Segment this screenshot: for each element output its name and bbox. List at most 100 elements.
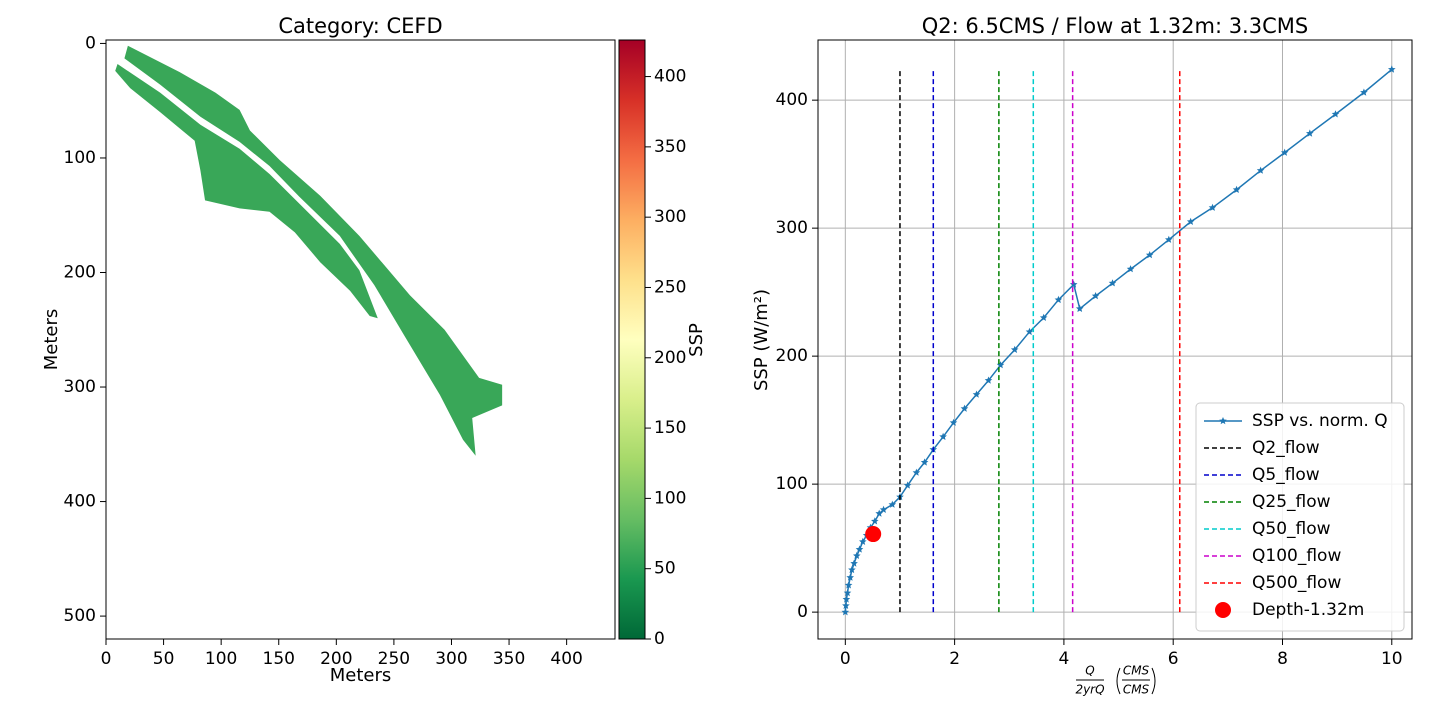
point [853, 551, 861, 559]
point [843, 588, 852, 597]
y-tick-label: 300 [64, 377, 96, 397]
y-axis-label: Meters [41, 309, 62, 371]
point [1069, 280, 1078, 288]
y-axis-label: SSP (W/m²) [751, 289, 772, 391]
point [912, 468, 921, 476]
legend-label: Q25_flow [1252, 492, 1331, 512]
y-tick-label: 100 [64, 148, 96, 168]
x-label-unit-denominator: CMS [1123, 683, 1150, 697]
paren [1151, 667, 1156, 695]
point [1360, 88, 1368, 96]
y-tick-label: 200 [776, 346, 808, 366]
x-tick-label: 4 [1058, 649, 1069, 669]
x-tick-label: 200 [320, 649, 352, 669]
point [1306, 129, 1314, 137]
y-tick-label: 0 [85, 33, 96, 53]
chart-title: Q2: 6.5CMS / Flow at 1.32m: 3.3CMS [922, 14, 1308, 38]
region [115, 64, 378, 319]
x-tick-label: 300 [435, 649, 467, 669]
colorbar-label: SSP [686, 323, 707, 357]
point [1126, 265, 1135, 273]
point [855, 545, 864, 553]
colorbar-tick-label: 100 [654, 488, 686, 508]
y-tick-label: 0 [797, 602, 808, 622]
point [1232, 185, 1241, 193]
point [1039, 313, 1048, 321]
point [920, 458, 929, 466]
point [960, 404, 969, 412]
point [875, 509, 883, 517]
legend-swatch [1215, 602, 1231, 618]
point [848, 565, 856, 574]
point [1388, 65, 1396, 73]
plot-frame [817, 39, 1413, 640]
y-tick-label: 300 [776, 218, 808, 238]
colorbar-tick-label: 300 [654, 207, 686, 227]
x-tick-label: 50 [153, 649, 175, 669]
chart-title: Category: CEFD [278, 14, 442, 38]
point [846, 573, 854, 581]
legend-label: Q100_flow [1252, 546, 1341, 566]
y-tick-label: 100 [776, 474, 808, 494]
point [888, 500, 897, 508]
colorbar [618, 39, 646, 640]
legend-swatch [1219, 417, 1227, 425]
point [1025, 327, 1034, 336]
point [1145, 251, 1154, 259]
point [842, 601, 850, 609]
point [842, 595, 851, 603]
x-tick-label: 6 [1168, 649, 1179, 669]
x-axis-label: Meters [330, 665, 392, 686]
x-label-unit-numerator: CMS [1123, 664, 1150, 678]
colorbar-tick-label: 400 [654, 67, 686, 87]
paren [1116, 667, 1121, 695]
legend-label: SSP vs. norm. Q [1252, 411, 1388, 431]
legend-label: Q500_flow [1252, 573, 1341, 593]
colorbar-tick-label: 350 [654, 137, 686, 157]
point [972, 390, 981, 398]
point [844, 581, 853, 589]
legend-box [1195, 402, 1405, 632]
legend-label: Depth-1.32m [1252, 600, 1364, 620]
colorbar-tick-label: 250 [654, 277, 686, 297]
point [1108, 279, 1117, 287]
plot-frame [105, 39, 616, 640]
point [1208, 203, 1217, 211]
point [1054, 295, 1063, 304]
point [871, 517, 879, 525]
x-tick-label: 2 [949, 649, 960, 669]
point [859, 537, 867, 545]
point [1331, 110, 1340, 118]
x-tick-label: 150 [263, 649, 295, 669]
x-tick-label: 0 [101, 649, 112, 669]
point [939, 432, 947, 440]
point [1256, 166, 1265, 174]
colorbar-tick-label: 0 [654, 629, 665, 649]
x-tick-label: 250 [378, 649, 410, 669]
x-tick-label: 0 [840, 649, 851, 669]
point [1165, 235, 1173, 243]
x-tick-label: 8 [1277, 649, 1288, 669]
point [1280, 148, 1289, 156]
legend-label: Q2_flow [1252, 438, 1320, 458]
point [841, 608, 850, 616]
colorbar-tick-label: 150 [654, 418, 686, 438]
colorbar-tick-label: 200 [654, 348, 686, 368]
y-tick-label: 400 [776, 90, 808, 110]
y-tick-label: 200 [64, 262, 96, 282]
y-tick-label: 400 [64, 492, 96, 512]
point [1075, 304, 1084, 312]
legend-label: Q5_flow [1252, 465, 1320, 485]
region [124, 45, 503, 456]
legend-label: Q50_flow [1252, 519, 1331, 539]
x-label-numerator: Q [1085, 664, 1094, 678]
x-tick-label: 100 [205, 649, 237, 669]
point [850, 559, 858, 567]
point [1186, 217, 1195, 225]
x-label-denominator: 2yrQ [1075, 683, 1104, 697]
point [996, 361, 1005, 369]
point [903, 481, 912, 489]
point [1010, 345, 1019, 353]
x-tick-label: 350 [493, 649, 525, 669]
point [984, 376, 993, 384]
